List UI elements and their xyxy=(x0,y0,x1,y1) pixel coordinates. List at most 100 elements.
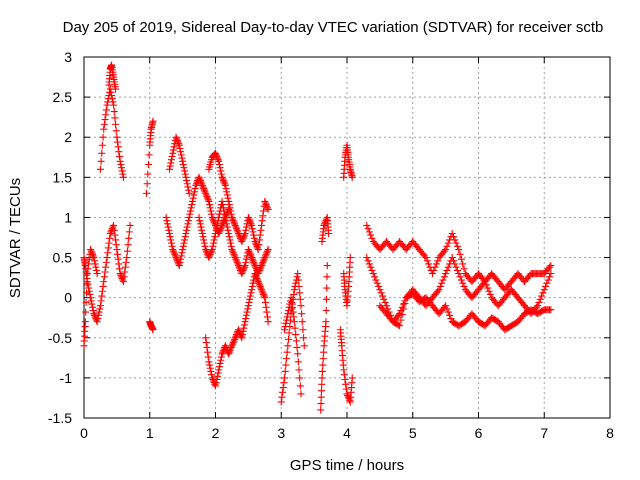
data-point xyxy=(208,213,216,221)
data-point xyxy=(224,226,232,234)
data-point xyxy=(261,294,269,302)
data-point xyxy=(217,353,225,361)
data-point xyxy=(291,324,299,332)
data-point xyxy=(262,303,270,311)
data-point xyxy=(229,340,237,348)
data-point xyxy=(231,335,239,343)
data-point xyxy=(175,140,183,148)
data-point xyxy=(219,175,227,183)
data-point xyxy=(98,149,106,157)
data-point xyxy=(259,257,267,265)
series-5 xyxy=(142,117,157,197)
data-point xyxy=(300,342,308,350)
data-point xyxy=(298,310,306,318)
data-point xyxy=(282,319,290,327)
data-point xyxy=(243,308,251,316)
x-axis-label: GPS time / hours xyxy=(290,457,404,474)
data-point xyxy=(208,247,216,255)
data-point xyxy=(209,242,217,250)
data-point xyxy=(258,217,266,225)
data-point xyxy=(241,262,249,270)
data-point xyxy=(112,241,120,249)
x-tick-label: 2 xyxy=(212,425,220,441)
data-point xyxy=(289,308,297,316)
data-point xyxy=(256,236,264,244)
data-point xyxy=(323,284,331,292)
data-point xyxy=(203,343,211,351)
data-point xyxy=(248,225,256,233)
data-point xyxy=(172,254,180,262)
data-point xyxy=(82,289,90,297)
data-point xyxy=(431,263,439,271)
data-point xyxy=(232,255,240,263)
data-point xyxy=(261,254,269,262)
data-point xyxy=(86,290,94,298)
data-point xyxy=(283,313,291,321)
data-point xyxy=(179,160,187,168)
data-point xyxy=(213,152,221,160)
data-point xyxy=(242,226,250,234)
data-point xyxy=(171,252,179,260)
data-point xyxy=(212,226,220,234)
data-point xyxy=(174,138,182,146)
data-point xyxy=(111,231,119,239)
data-point xyxy=(228,246,236,254)
data-point xyxy=(256,265,264,273)
series-11 xyxy=(205,149,272,254)
data-point xyxy=(244,302,252,310)
data-point xyxy=(82,308,90,316)
data-point xyxy=(164,223,172,231)
data-point xyxy=(119,276,127,284)
data-point xyxy=(457,276,465,284)
data-point xyxy=(547,270,555,278)
data-point xyxy=(246,217,254,225)
data-point xyxy=(206,250,214,258)
data-point xyxy=(317,393,325,401)
data-point xyxy=(162,213,170,221)
data-point xyxy=(85,260,93,268)
data-point xyxy=(119,278,127,286)
data-point xyxy=(319,355,327,363)
data-point xyxy=(126,221,134,229)
data-point xyxy=(241,318,249,326)
data-point xyxy=(89,250,97,258)
series-21 xyxy=(376,290,555,334)
data-point xyxy=(282,361,290,369)
chart-title: Day 205 of 2019, Sidereal Day-to-day VTE… xyxy=(63,19,604,36)
data-point xyxy=(110,101,118,109)
data-point xyxy=(293,273,301,281)
x-tick-label: 0 xyxy=(80,425,88,441)
data-point xyxy=(84,281,92,289)
data-point xyxy=(90,254,98,262)
data-point xyxy=(255,268,263,276)
data-point xyxy=(96,302,104,310)
data-point xyxy=(84,265,92,273)
series-2 xyxy=(96,85,127,181)
data-point xyxy=(430,266,438,274)
data-point xyxy=(119,173,127,181)
data-point xyxy=(181,170,189,178)
data-point xyxy=(197,223,205,231)
data-point xyxy=(204,348,212,356)
data-point xyxy=(261,197,269,205)
data-point xyxy=(98,292,106,300)
data-point xyxy=(181,167,189,175)
data-point xyxy=(239,234,247,242)
data-point xyxy=(485,287,493,295)
data-point xyxy=(240,233,248,241)
data-point xyxy=(264,205,272,213)
data-point xyxy=(102,263,110,271)
data-point xyxy=(223,191,231,199)
data-point xyxy=(280,379,288,387)
data-point xyxy=(177,148,185,156)
data-point xyxy=(105,239,113,247)
data-point xyxy=(111,114,119,122)
data-point xyxy=(240,231,248,239)
data-point xyxy=(204,194,212,202)
data-point xyxy=(263,202,271,210)
data-point xyxy=(212,149,219,157)
data-point xyxy=(237,332,245,340)
data-point xyxy=(217,225,225,233)
data-point xyxy=(242,223,250,231)
data-point xyxy=(440,273,448,281)
